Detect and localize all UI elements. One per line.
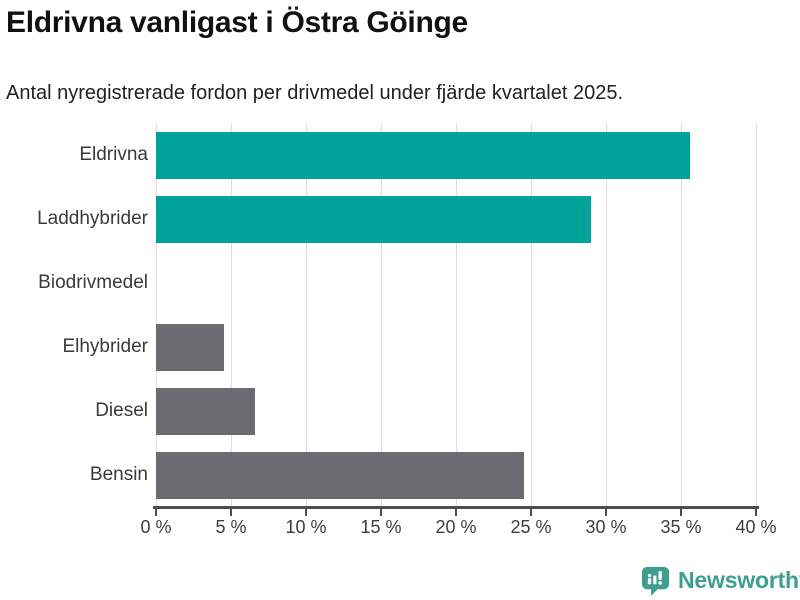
gridline-30 [605, 123, 607, 507]
tick-mark-10 [305, 506, 307, 516]
tick-label-30: 30 % [585, 517, 627, 537]
gridline-10 [305, 123, 307, 507]
newsworthy-brand: Newsworthy [640, 565, 800, 596]
tick-label-10: 10 % [285, 517, 327, 537]
category-label-biodrivmedel: Biodrivmedel [38, 272, 148, 293]
tick-mark-40 [755, 506, 757, 516]
tick-label-25: 25 % [510, 517, 552, 537]
tick-mark-20 [455, 506, 457, 516]
tick-mark-15 [380, 506, 382, 516]
gridline-0 [155, 123, 157, 507]
tick-label-5: 5 % [215, 517, 247, 537]
bar-row-eldrivna [156, 123, 756, 187]
category-label-diesel: Diesel [95, 400, 148, 421]
newsworthy-logo-icon [641, 566, 670, 596]
tick-label-35: 35 % [660, 517, 702, 537]
bar-row-diesel [156, 379, 756, 443]
tick-mark-5 [230, 506, 232, 516]
tick-label-15: 15 % [360, 517, 402, 537]
bar-elhybrider [156, 323, 224, 371]
tick-mark-30 [605, 506, 607, 516]
tick-mark-35 [680, 506, 682, 516]
category-label-elhybrider: Elhybrider [62, 336, 148, 357]
tick-label-40: 40 % [735, 517, 777, 537]
gridline-15 [380, 123, 382, 507]
newsworthy-brand-name: Newsworthy [678, 567, 800, 593]
plot-area [155, 123, 757, 507]
gridline-20 [455, 123, 457, 507]
tick-mark-0 [155, 506, 157, 516]
tick-mark-25 [530, 506, 532, 516]
bar-row-biodrivmedel [156, 251, 756, 315]
chart-subtitle: Antal nyregistrerade fordon per drivmede… [6, 82, 624, 104]
chart-title: Eldrivna vanligast i Östra Göinge [6, 6, 468, 39]
bar-row-bensin [156, 443, 756, 507]
gridline-40 [755, 123, 757, 507]
tick-label-20: 20 % [435, 517, 477, 537]
category-label-eldrivna: Eldrivna [79, 144, 148, 165]
category-label-laddhybrider: Laddhybrider [37, 208, 148, 229]
category-label-bensin: Bensin [89, 464, 148, 485]
bar-row-elhybrider [156, 315, 756, 379]
bar-laddhybrider [156, 195, 591, 243]
tick-label-0: 0 % [140, 517, 172, 537]
bar-eldrivna [156, 131, 690, 179]
bar-row-laddhybrider [156, 187, 756, 251]
bar-bensin [156, 451, 524, 499]
gridline-35 [680, 123, 682, 507]
gridline-5 [230, 123, 232, 507]
bar-diesel [156, 387, 255, 435]
gridline-25 [530, 123, 532, 507]
